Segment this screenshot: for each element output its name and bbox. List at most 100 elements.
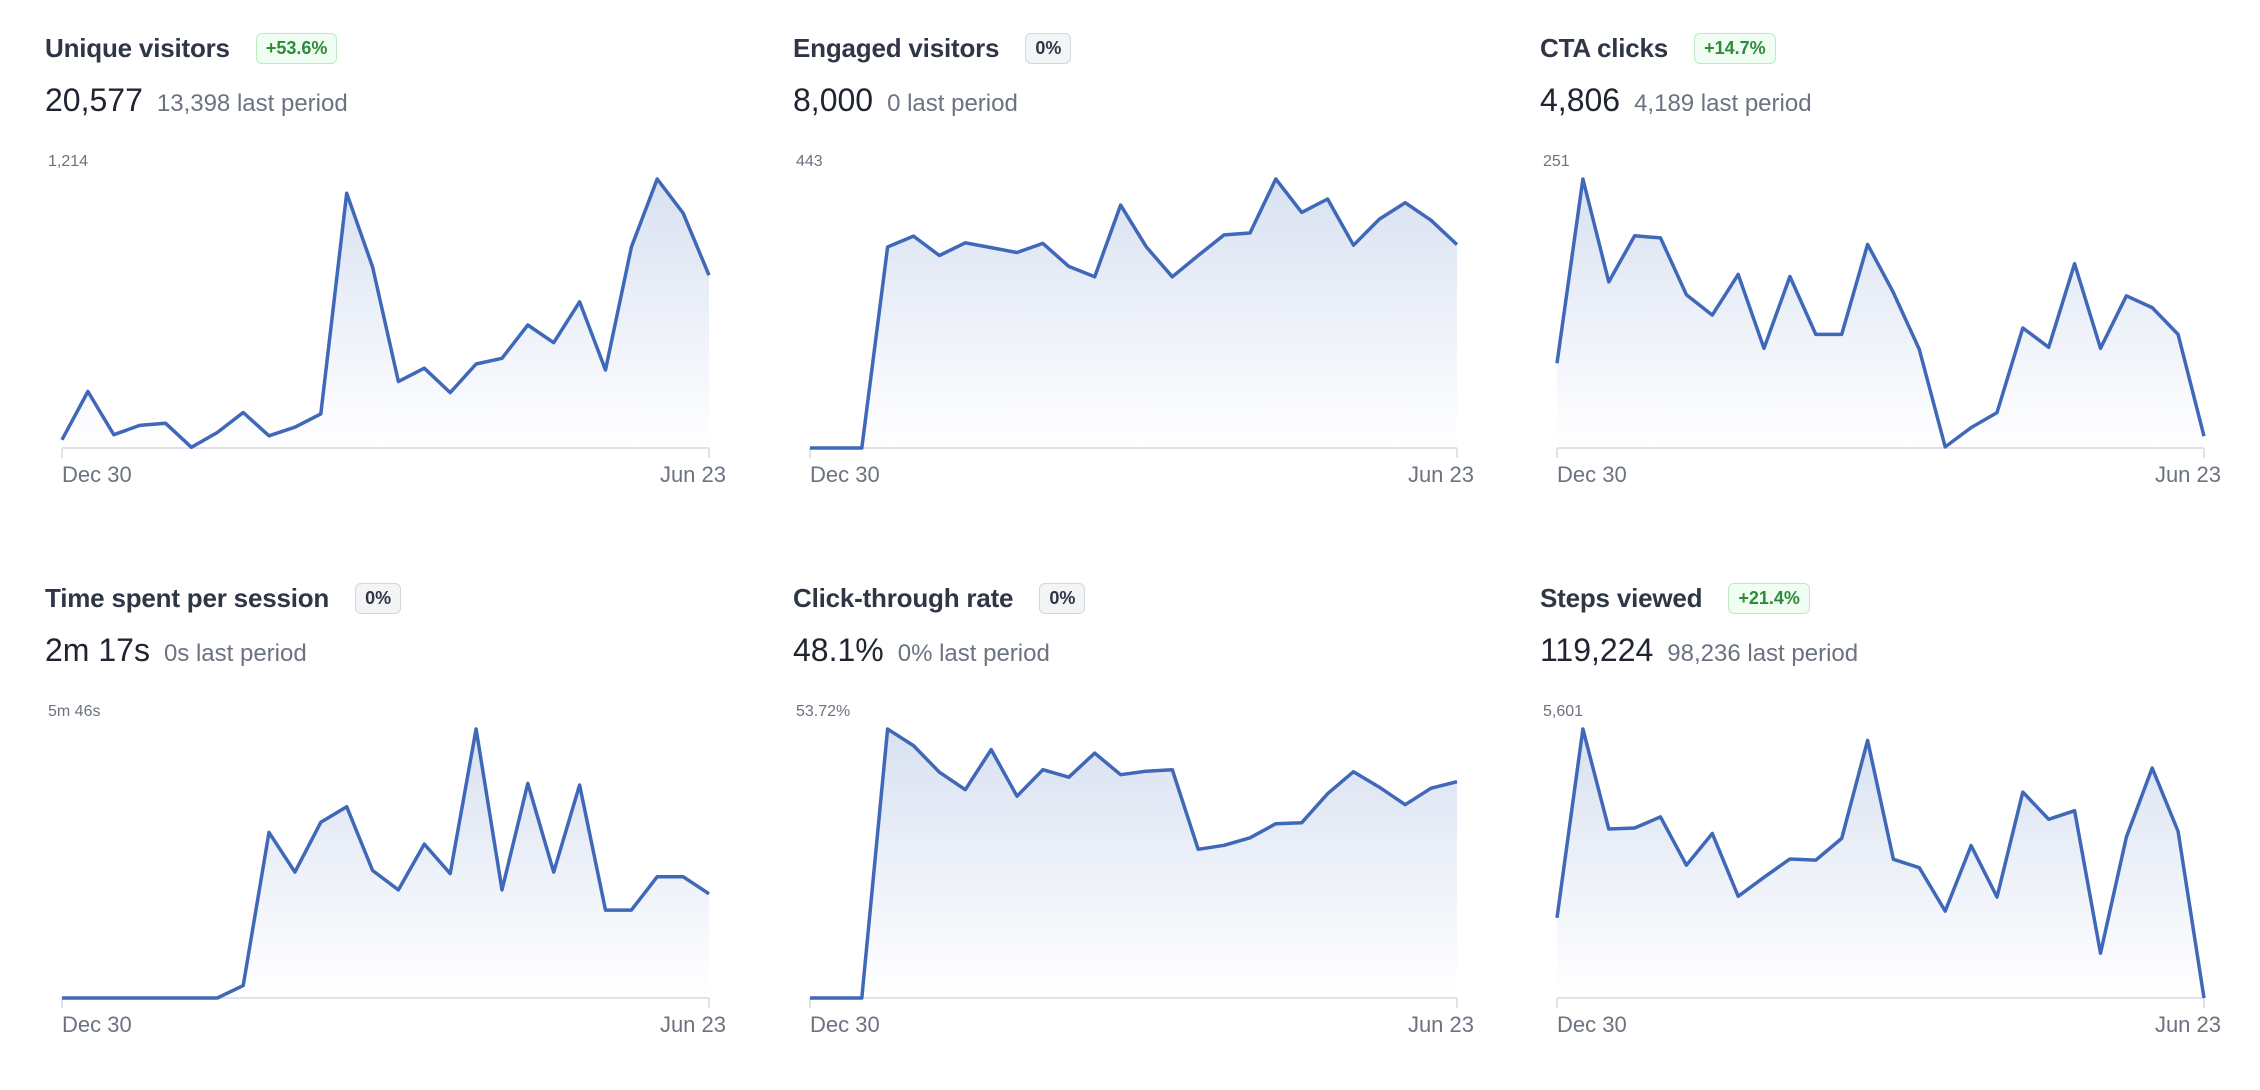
data-point[interactable]	[289, 421, 301, 433]
data-point[interactable]	[1063, 771, 1075, 783]
data-point[interactable]	[1218, 839, 1230, 851]
data-point[interactable]	[496, 884, 508, 896]
data-point[interactable]	[1451, 776, 1463, 788]
metric-card-time-spent-per-session[interactable]: Time spent per session 0% 2m 17s 0s last…	[45, 550, 745, 1090]
data-point[interactable]	[2094, 342, 2106, 354]
data-point[interactable]	[1810, 854, 1822, 866]
data-point[interactable]	[444, 387, 456, 399]
data-point[interactable]	[160, 992, 172, 1004]
data-point[interactable]	[574, 296, 586, 308]
data-point[interactable]	[2017, 322, 2029, 334]
data-point[interactable]	[933, 766, 945, 778]
data-point[interactable]	[341, 187, 353, 199]
data-point[interactable]	[804, 442, 816, 454]
data-point[interactable]	[1758, 871, 1770, 883]
data-point[interactable]	[1991, 891, 2003, 903]
data-point[interactable]	[1887, 287, 1899, 299]
data-point[interactable]	[108, 429, 120, 441]
data-point[interactable]	[1166, 764, 1178, 776]
data-point[interactable]	[1140, 241, 1152, 253]
data-point[interactable]	[677, 871, 689, 883]
data-point[interactable]	[1577, 723, 1589, 735]
data-point[interactable]	[856, 992, 868, 1004]
data-point[interactable]	[1244, 832, 1256, 844]
data-point[interactable]	[908, 230, 920, 242]
data-point[interactable]	[625, 241, 637, 253]
metric-card-steps-viewed[interactable]: Steps viewed +21.4% 119,224 98,236 last …	[1540, 550, 2240, 1090]
data-point[interactable]	[1655, 811, 1667, 823]
metric-card-click-through-rate[interactable]: Click-through rate 0% 48.1% 0% last peri…	[793, 550, 1493, 1090]
data-point[interactable]	[1218, 229, 1230, 241]
data-point[interactable]	[599, 364, 611, 376]
data-point[interactable]	[1965, 840, 1977, 852]
data-point[interactable]	[2172, 328, 2184, 340]
metric-card-unique-visitors[interactable]: Unique visitors +53.6% 20,577 13,398 las…	[45, 0, 745, 540]
data-point[interactable]	[1810, 328, 1822, 340]
data-point[interactable]	[289, 866, 301, 878]
data-point[interactable]	[2198, 430, 2210, 442]
data-point[interactable]	[2069, 258, 2081, 270]
data-point[interactable]	[985, 744, 997, 756]
data-point[interactable]	[1913, 862, 1925, 874]
data-point[interactable]	[470, 358, 482, 370]
data-point[interactable]	[392, 376, 404, 388]
data-point[interactable]	[1629, 822, 1641, 834]
data-point[interactable]	[1425, 214, 1437, 226]
data-point[interactable]	[1296, 206, 1308, 218]
data-point[interactable]	[1887, 853, 1899, 865]
data-point[interactable]	[1037, 237, 1049, 249]
data-point[interactable]	[134, 419, 146, 431]
data-point[interactable]	[703, 269, 715, 281]
data-point[interactable]	[2043, 813, 2055, 825]
data-point[interactable]	[2017, 786, 2029, 798]
data-point[interactable]	[56, 434, 68, 446]
data-point[interactable]	[1089, 747, 1101, 759]
data-point[interactable]	[315, 408, 327, 420]
data-point[interactable]	[211, 426, 223, 438]
data-point[interactable]	[1680, 859, 1692, 871]
data-point[interactable]	[1862, 734, 1874, 746]
data-point[interactable]	[1322, 788, 1334, 800]
data-point[interactable]	[367, 864, 379, 876]
data-point[interactable]	[444, 868, 456, 880]
data-point[interactable]	[1166, 271, 1178, 283]
data-point[interactable]	[263, 430, 275, 442]
data-point[interactable]	[677, 207, 689, 219]
data-point[interactable]	[470, 723, 482, 735]
data-point[interactable]	[1784, 271, 1796, 283]
data-point[interactable]	[1296, 817, 1308, 829]
data-point[interactable]	[185, 441, 197, 453]
data-point[interactable]	[1115, 769, 1127, 781]
data-point[interactable]	[1551, 357, 1563, 369]
data-point[interactable]	[2069, 805, 2081, 817]
data-point[interactable]	[1192, 843, 1204, 855]
data-point[interactable]	[1244, 227, 1256, 239]
data-point[interactable]	[1732, 890, 1744, 902]
data-point[interactable]	[1270, 173, 1282, 185]
data-point[interactable]	[1089, 271, 1101, 283]
data-point[interactable]	[959, 784, 971, 796]
data-point[interactable]	[522, 777, 534, 789]
data-point[interactable]	[367, 261, 379, 273]
data-point[interactable]	[959, 237, 971, 249]
data-point[interactable]	[1322, 193, 1334, 205]
data-point[interactable]	[82, 385, 94, 397]
data-point[interactable]	[1939, 441, 1951, 453]
data-point[interactable]	[160, 417, 172, 429]
data-point[interactable]	[108, 992, 120, 1004]
data-point[interactable]	[1347, 239, 1359, 251]
data-point[interactable]	[2120, 290, 2132, 302]
data-point[interactable]	[830, 992, 842, 1004]
data-point[interactable]	[1991, 407, 2003, 419]
data-point[interactable]	[882, 241, 894, 253]
data-point[interactable]	[56, 992, 68, 1004]
data-point[interactable]	[1732, 268, 1744, 280]
data-point[interactable]	[1399, 197, 1411, 209]
data-point[interactable]	[548, 337, 560, 349]
data-point[interactable]	[1680, 289, 1692, 301]
data-point[interactable]	[1836, 328, 1848, 340]
data-point[interactable]	[882, 723, 894, 735]
data-point[interactable]	[703, 888, 715, 900]
data-point[interactable]	[2146, 302, 2158, 314]
data-point[interactable]	[237, 980, 249, 992]
